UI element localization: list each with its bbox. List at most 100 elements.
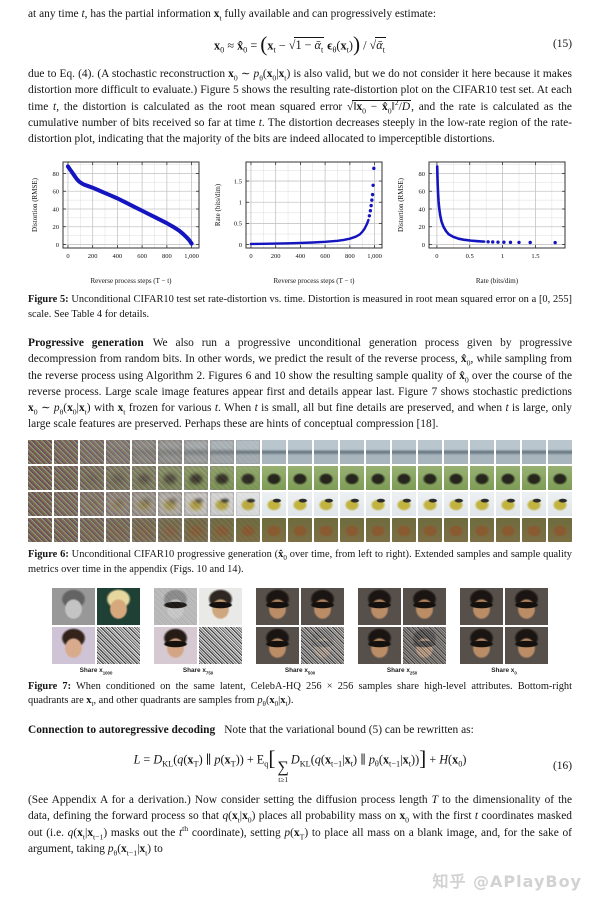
cifar-progressive-cell [340, 440, 364, 465]
cifar-progressive-cell [184, 466, 208, 491]
cifar-progressive-cell [522, 440, 546, 465]
chart-distortion-vs-steps: 0 200 400 600 800 1,000 0 20 40 60 80 Reverse proce… [28, 155, 206, 287]
cifar-progressive-cell [236, 440, 260, 465]
svg-text:60: 60 [53, 189, 60, 196]
celeba-share-group: Share x1000 [52, 587, 140, 675]
cifar-progressive-cell [158, 440, 182, 465]
cifar-progressive-cell [132, 492, 156, 517]
figure6-caption: Figure 6: Unconditional CIFAR10 progress… [28, 549, 573, 575]
svg-text:1,000: 1,000 [184, 253, 199, 260]
svg-text:80: 80 [53, 171, 60, 178]
cifar-progressive-cell [106, 440, 130, 465]
cifar-progressive-cell [392, 466, 416, 491]
svg-text:0.5: 0.5 [466, 253, 474, 260]
svg-text:1: 1 [239, 200, 242, 207]
celeba-quadrant [403, 626, 446, 664]
equation-15-number: (15) [553, 38, 572, 51]
celeba-share-group: Share x500 [256, 587, 344, 675]
cifar-progressive-cell [158, 466, 182, 491]
svg-text:800: 800 [345, 253, 355, 260]
celeba-quadrant [52, 587, 95, 625]
cifar-progressive-cell [132, 518, 156, 543]
celeba-quadrant [199, 626, 242, 664]
cifar-progressive-cell [262, 440, 286, 465]
figure7-celeba-groups: Share x1000 Share x750 Share x500 Share x25… [28, 587, 572, 675]
share-latent-label: Share x1000 [79, 666, 113, 675]
cifar-progressive-cell [392, 440, 416, 465]
cifar-progressive-cell [340, 466, 364, 491]
figure6-progressive-grid [28, 440, 572, 543]
cifar-progressive-cell [80, 518, 104, 543]
cifar-progressive-cell [444, 440, 468, 465]
cifar-progressive-cell [522, 492, 546, 517]
cifar-progressive-cell [418, 440, 442, 465]
cifar-progressive-cell [314, 466, 338, 491]
cifar-progressive-cell [236, 518, 260, 543]
cifar-progressive-cell [548, 518, 572, 543]
svg-text:200: 200 [271, 253, 281, 260]
svg-text:Reverse process steps (T − t): Reverse process steps (T − t) [91, 277, 173, 285]
celeba-quadrant [199, 587, 242, 625]
cifar-progressive-cell [262, 518, 286, 543]
svg-text:Reverse process steps (T − t): Reverse process steps (T − t) [274, 277, 356, 285]
share-latent-label: Share x250 [386, 666, 418, 675]
cifar-progressive-cell [210, 466, 234, 491]
cifar-progressive-cell [236, 492, 260, 517]
figure5-charts-row: 0 200 400 600 800 1,000 0 20 40 60 80 Reverse proce… [28, 155, 572, 287]
cifar-progressive-cell [236, 466, 260, 491]
celeba-quadrant [358, 626, 401, 664]
celeba-quadrant [154, 587, 197, 625]
cifar-progressive-cell [522, 466, 546, 491]
celeba-share-group: Share x750 [154, 587, 242, 674]
cifar-progressive-cell [470, 518, 494, 543]
svg-text:200: 200 [88, 253, 98, 260]
cifar-progressive-cell [184, 440, 208, 465]
cifar-progressive-cell [366, 492, 390, 517]
celeba-quadrant [256, 587, 299, 625]
cifar-progressive-cell [106, 492, 130, 517]
svg-text:Rate (bits/dim): Rate (bits/dim) [476, 277, 519, 285]
cifar-progressive-cell [314, 518, 338, 543]
cifar-progressive-cell [548, 440, 572, 465]
figure7-caption: Figure 7: When conditioned on the same l… [28, 680, 572, 709]
cifar-progressive-cell [444, 518, 468, 543]
svg-text:400: 400 [113, 253, 123, 260]
cifar-progressive-cell [54, 440, 78, 465]
cifar-progressive-cell [444, 466, 468, 491]
final-paragraph: (See Appendix A for a derivation.) Now c… [28, 794, 572, 857]
chart-rate-vs-steps: 0 200 400 600 800 1,000 0 0.5 1 1.5 Reverse proces… [211, 155, 389, 287]
cifar-progressive-cell [132, 466, 156, 491]
cifar-progressive-cell [184, 518, 208, 543]
cifar-progressive-cell [366, 518, 390, 543]
share-latent-label: Share x500 [284, 666, 316, 675]
cifar-progressive-cell [418, 492, 442, 517]
svg-text:40: 40 [419, 206, 426, 213]
cifar-progressive-cell [496, 466, 520, 491]
cifar-progressive-cell [366, 466, 390, 491]
svg-text:0: 0 [66, 253, 69, 260]
cifar-progressive-cell [548, 492, 572, 517]
progressive-generation-paragraph: Progressive generation We also run a prog… [28, 337, 573, 431]
cifar-progressive-cell [54, 518, 78, 543]
cifar-progressive-cell [28, 492, 52, 517]
svg-text:1.5: 1.5 [531, 253, 539, 260]
svg-text:Distortion (RMSE): Distortion (RMSE) [31, 178, 39, 233]
cifar-progressive-cell [418, 518, 442, 543]
equation-15: x0 ≈ x̂0 = (xt − √1 − ᾱt ϵθ(xt)) / √ᾱt (… [28, 31, 572, 57]
cifar-progressive-cell [80, 440, 104, 465]
cifar-progressive-cell [288, 518, 312, 543]
figure5-caption: Figure 5: Unconditional CIFAR10 test set… [28, 294, 572, 320]
cifar-progressive-cell [54, 492, 78, 517]
cifar-progressive-cell [314, 440, 338, 465]
cifar-progressive-cell [288, 440, 312, 465]
celeba-quadrant [52, 626, 95, 664]
svg-text:0.5: 0.5 [234, 221, 242, 228]
svg-text:20: 20 [419, 224, 426, 231]
intro-paragraph: at any time t, has the partial informati… [28, 8, 437, 23]
svg-text:40: 40 [53, 206, 60, 213]
cifar-progressive-cell [522, 518, 546, 543]
svg-text:0: 0 [435, 253, 438, 260]
celeba-share-group: Share x250 [358, 587, 446, 675]
cifar-progressive-cell [28, 466, 52, 491]
cifar-progressive-cell [314, 492, 338, 517]
